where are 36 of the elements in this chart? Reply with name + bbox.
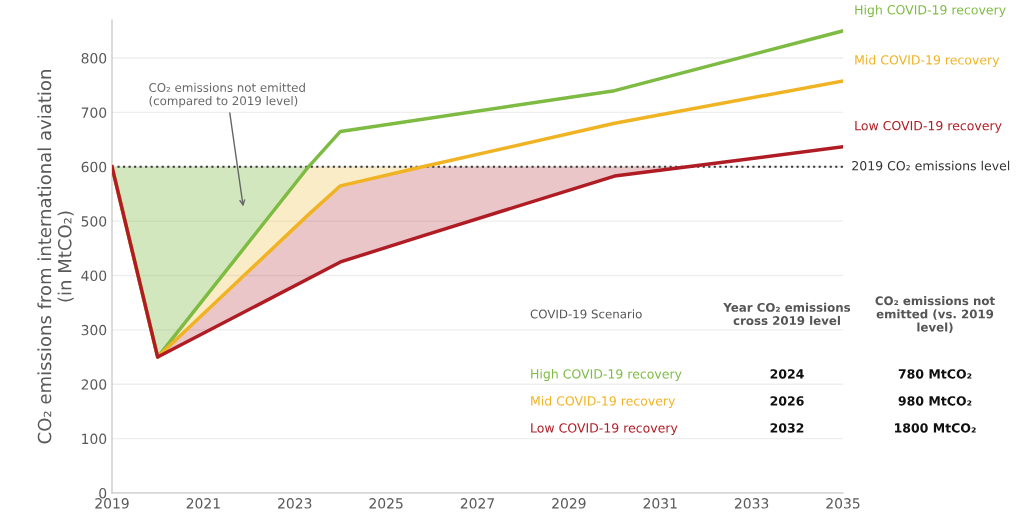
y-axis-title: CO₂ emissions from international aviation (in MtCO₂) — [37, 70, 74, 444]
x-tick-label: 2029 — [552, 498, 586, 509]
series-label: Mid COVID-19 recovery — [855, 54, 1000, 67]
y-tick-label: 200 — [81, 379, 107, 390]
y-tick-label: 300 — [81, 324, 107, 336]
x-tick-label: 2025 — [369, 498, 403, 509]
y-tick-label: 600 — [81, 161, 107, 173]
x-tick-label: 2019 — [95, 498, 129, 509]
annotation: High COVID-19 recovery — [531, 368, 682, 382]
x-tick-label: 2031 — [643, 498, 677, 509]
annotation: COVID-19 Scenario — [530, 309, 642, 319]
annotation: 2024 — [770, 369, 804, 379]
x-tick-label: 2035 — [826, 498, 860, 509]
annotation: 2026 — [770, 396, 804, 406]
x-tick-label: 2027 — [460, 498, 494, 509]
text: CO₂ emissions not emitted (vs. 2019 level) — [875, 296, 995, 334]
y-tick-label: 0 — [99, 487, 107, 499]
y-tick-label: 500 — [81, 216, 107, 227]
annotation: Low COVID-19 recovery — [531, 423, 678, 436]
y-tick-label: 700 — [81, 107, 107, 118]
x-tick-label: 2033 — [734, 498, 769, 509]
y-tick-label: 800 — [81, 53, 107, 64]
text: 1800 MtCO₂ — [895, 423, 976, 433]
text: 780 MtCO₂ — [898, 369, 972, 379]
x-tick-label: 2021 — [186, 498, 220, 509]
annotation: Year CO₂ emissions cross 2019 level — [723, 302, 851, 326]
text: 980 MtCO₂ — [898, 396, 972, 406]
ref-line-label: 2019 CO₂ emissions level — [852, 160, 1010, 171]
series-label: High COVID-19 recovery — [855, 4, 1006, 17]
annotation: CO₂ emissions not emitted (compared to 2019 level) — [149, 82, 305, 108]
x-tick-label: 2023 — [278, 498, 312, 509]
y-tick-label: 100 — [82, 433, 107, 445]
series-label: Low COVID-19 recovery — [855, 120, 1002, 133]
annotation: 2032 — [770, 423, 804, 433]
y-tick-label: 400 — [81, 270, 107, 281]
annotation: Mid COVID-19 recovery — [531, 395, 676, 409]
